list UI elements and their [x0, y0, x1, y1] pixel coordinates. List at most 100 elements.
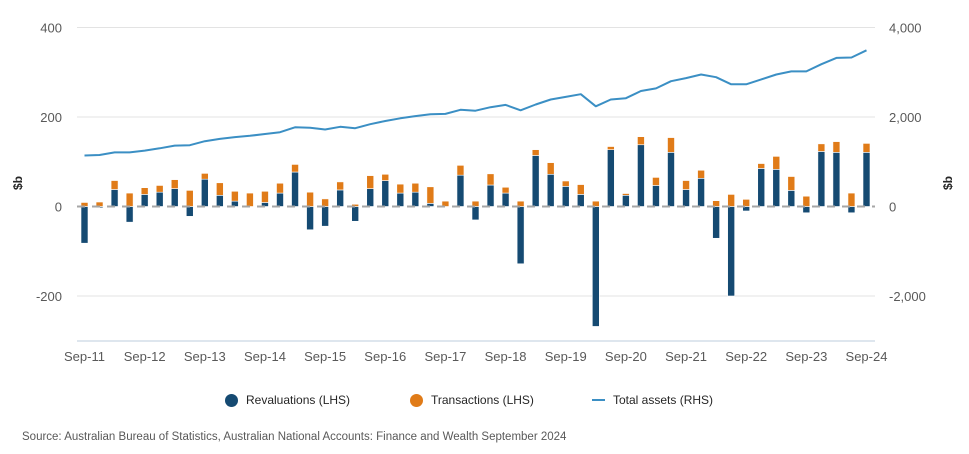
transactions-bar: [411, 182, 420, 193]
revaluations-bar: [351, 206, 359, 222]
transactions-bar: [712, 200, 720, 207]
transactions-bar: [291, 164, 299, 173]
revaluations-bar: [862, 152, 871, 207]
y-tick-left: 0: [55, 200, 62, 215]
bars: [80, 136, 871, 327]
transactions-bar: [110, 180, 119, 190]
revaluations-bar: [546, 173, 555, 207]
transactions-bar: [757, 163, 766, 169]
revaluations-bar: [712, 206, 720, 239]
y-axis-left-title: $b: [11, 176, 25, 190]
y-tick-right: 2,000: [889, 110, 922, 125]
transactions-bar: [516, 200, 525, 207]
transactions-bar: [456, 165, 465, 176]
revaluations-bar: [531, 155, 540, 207]
transactions-bar: [155, 185, 164, 193]
transactions-bar: [622, 193, 630, 196]
x-tick-label: Sep-17: [424, 349, 466, 364]
transactions-bar: [727, 194, 735, 207]
revaluations-bar: [757, 168, 766, 207]
transactions-bar: [216, 182, 224, 196]
revaluations-bar: [832, 152, 841, 207]
x-axis: Sep-11 Sep-12 Sep-13 Sep-14 Sep-15 Sep-16 Sep-…: [64, 349, 887, 364]
y-tick-right: -2,000: [889, 289, 926, 304]
y-axis-right-title: $b: [941, 176, 955, 190]
revaluations-bar: [201, 178, 209, 207]
transactions-bar: [351, 203, 359, 207]
transactions-bar: [531, 149, 540, 156]
transactions-bar: [486, 173, 495, 186]
x-tick-label: Sep-22: [725, 349, 767, 364]
revaluations-bar: [185, 206, 194, 217]
transactions-bar: [802, 195, 811, 207]
transactions-bar: [832, 141, 841, 153]
transactions-bar: [847, 192, 856, 207]
revaluations-swatch-icon: [225, 393, 238, 407]
transactions-bar: [817, 143, 826, 152]
revaluations-bar: [607, 149, 615, 207]
transactions-bar: [426, 186, 435, 204]
transactions-bar: [787, 176, 796, 191]
transactions-bar: [441, 200, 450, 207]
transactions-bar: [576, 184, 585, 195]
y-tick-left: 200: [40, 110, 62, 125]
revaluations-bar: [366, 188, 375, 207]
revaluations-bar: [592, 206, 600, 327]
revaluations-bar: [321, 206, 329, 227]
legend-item-revaluations[interactable]: Revaluations (LHS): [225, 393, 350, 407]
total-assets-line: [84, 49, 867, 157]
revaluations-bar: [110, 189, 119, 207]
transactions-bar: [140, 187, 149, 195]
x-tick-label: Sep-13: [184, 349, 226, 364]
transactions-bar: [637, 136, 645, 146]
transactions-bar: [501, 186, 510, 194]
transactions-bar: [231, 190, 239, 202]
transactions-bar: [667, 137, 675, 153]
transactions-bar: [471, 200, 480, 207]
transactions-bar: [682, 180, 690, 190]
transactions-bar: [592, 200, 600, 207]
revaluations-bar: [336, 189, 344, 207]
revaluations-bar: [486, 184, 495, 207]
revaluations-bar: [155, 191, 164, 207]
transactions-bar: [125, 192, 134, 207]
revaluations-bar: [125, 206, 134, 223]
legend-item-total-assets[interactable]: Total assets (RHS): [592, 393, 713, 407]
revaluations-bar: [140, 194, 149, 207]
x-tick-label: Sep-16: [364, 349, 406, 364]
revaluations-bar: [576, 194, 585, 207]
x-tick-label: Sep-21: [665, 349, 707, 364]
transactions-bar: [201, 173, 209, 180]
x-tick-label: Sep-19: [545, 349, 587, 364]
y-tick-left: -200: [36, 289, 62, 304]
revaluations-bar: [411, 191, 420, 207]
y-tick-right: 0: [889, 200, 896, 215]
revaluations-bar: [80, 206, 89, 244]
transactions-bar: [396, 183, 405, 194]
transactions-bar: [321, 198, 329, 207]
transactions-bar: [261, 190, 269, 203]
revaluations-bar: [291, 171, 299, 207]
legend-label: Revaluations (LHS): [246, 393, 351, 407]
x-tick-label: Sep-18: [485, 349, 527, 364]
total-assets-line-group: [84, 49, 867, 157]
transactions-bar: [546, 162, 555, 175]
transactions-bar: [862, 143, 871, 153]
revaluations-bar: [471, 206, 480, 221]
transactions-bar: [366, 175, 375, 189]
total-assets-line-swatch-icon: [592, 399, 605, 401]
y-axis-left: 400 200 0 -200: [36, 21, 62, 305]
transactions-bar: [306, 191, 314, 207]
x-tick-label: Sep-24: [846, 349, 888, 364]
revaluations-bar: [772, 169, 781, 207]
revaluations-bar: [276, 192, 284, 207]
revaluations-bar: [396, 192, 405, 207]
transactions-bar: [336, 181, 344, 191]
revaluations-bar: [516, 206, 525, 265]
transactions-bar: [276, 182, 284, 194]
transactions-bar: [772, 156, 781, 170]
x-tick-label: Sep-20: [605, 349, 647, 364]
legend: Revaluations (LHS) Transactions (LHS) To…: [0, 393, 969, 413]
revaluations-bar: [561, 186, 570, 207]
legend-item-transactions[interactable]: Transactions (LHS): [410, 393, 534, 407]
